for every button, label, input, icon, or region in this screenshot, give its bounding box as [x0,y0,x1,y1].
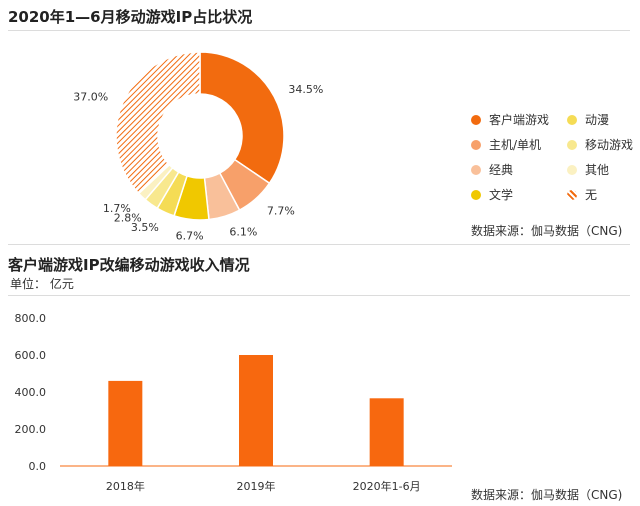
y-tick-label: 400.0 [15,386,47,399]
donut-data-label: 7.7% [267,204,295,217]
section-divider [8,244,630,245]
donut-slice [115,51,201,195]
legend-label: 经典 [489,163,514,177]
donut-data-label: 34.5% [288,83,323,96]
legend-item: 移动游戏 [567,136,633,153]
donut-data-label: 37.0% [73,90,108,103]
legend-item: 无 [567,186,597,203]
legend-item: 主机/单机 [471,136,541,153]
legend-item: 动漫 [567,111,609,128]
donut-data-label: 3.5% [131,221,159,234]
legend-label: 主机/单机 [489,138,542,152]
bar-chart-title: 客户端游戏IP改编移动游戏收入情况 [8,256,250,274]
legend-label: 客户端游戏 [489,113,550,127]
donut-data-label: 6.7% [176,229,204,242]
legend-label: 无 [585,188,598,202]
x-tick-label: 2020年1-6月 [353,479,421,493]
donut-data-label: 2.8% [114,211,142,224]
legend-label: 其他 [585,163,610,177]
legend-label: 文学 [489,188,514,202]
donut-data-label: 1.7% [103,202,131,215]
legend-swatch [567,140,577,150]
legend-swatch [471,140,481,150]
y-tick-label: 0.0 [29,460,47,473]
x-tick-label: 2018年 [106,479,145,493]
donut-source: 数据来源：伽马数据（CNG) [471,224,623,238]
y-tick-label: 600.0 [15,349,47,362]
legend-swatch [567,190,577,200]
x-tick-label: 2019年 [237,479,276,493]
legend-item: 经典 [471,161,513,178]
bar-title-divider [8,295,630,296]
legend-swatch [471,190,481,200]
legend-swatch [567,165,577,175]
title-divider [8,30,630,31]
bar [108,380,143,466]
legend-swatch [471,165,481,175]
bar [239,355,273,466]
unit-label: 单位： 亿元 [10,277,74,291]
y-tick-label: 800.0 [15,312,47,325]
bar-source: 数据来源：伽马数据（CNG) [471,488,623,502]
donut-data-label: 6.1% [229,226,257,239]
legend-item: 其他 [567,161,609,178]
legend-item: 客户端游戏 [471,111,549,128]
legend-label: 动漫 [585,113,610,127]
donut-chart-title: 2020年1—6月移动游戏IP占比状况 [8,8,253,26]
donut-slice [199,51,285,185]
legend-label: 移动游戏 [585,138,634,152]
legend-swatch [471,115,481,125]
bar [369,398,404,466]
y-tick-label: 200.0 [15,423,47,436]
legend-item: 文学 [471,186,513,203]
legend-swatch [567,115,577,125]
